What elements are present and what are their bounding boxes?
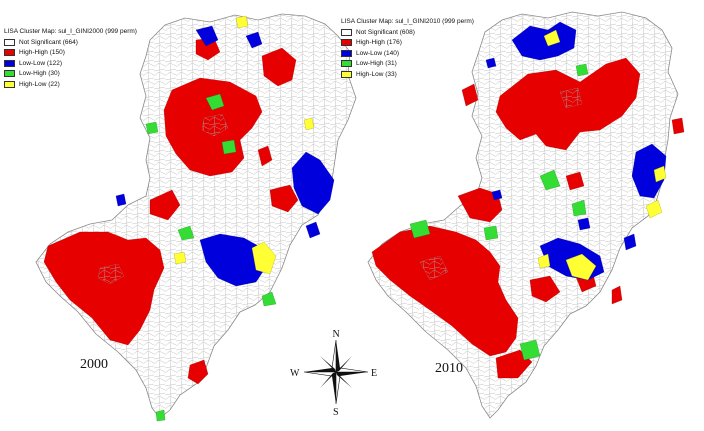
legend-item: High-Low (33) <box>341 69 474 80</box>
legend-label: High-Low (33) <box>356 70 397 78</box>
map-2010 <box>367 11 685 419</box>
swatch-low-low <box>4 59 15 67</box>
swatch-low-low <box>341 49 352 57</box>
legend-label: Not Significant (664) <box>19 38 78 46</box>
legend-item: Low-Low (140) <box>341 48 474 59</box>
compass-rose-icon: N S E W <box>290 329 377 418</box>
map-2000 <box>35 13 357 422</box>
high-low-clusters-2000 <box>173 15 315 275</box>
legend-2000: LISA Cluster Map: sul_I_GINI2000 (999 pe… <box>4 28 137 90</box>
legend-2010: LISA Cluster Map: sul_I_GINI2010 (999 pe… <box>341 18 474 80</box>
compass-w: W <box>290 368 300 379</box>
low-low-clusters-2000 <box>115 25 335 287</box>
swatch-high-high <box>341 39 352 47</box>
low-high-clusters-2000 <box>145 93 277 422</box>
legend-item: Not Significant (664) <box>4 37 137 48</box>
legend-label: Low-High (30) <box>19 70 60 78</box>
legend-label: Low-High (31) <box>356 60 397 68</box>
low-high-clusters-2010 <box>409 63 589 361</box>
legend-item: High-High (176) <box>341 38 474 49</box>
year-label-2000: 2000 <box>80 357 108 372</box>
swatch-not-significant <box>4 38 15 46</box>
legend-item: Low-High (30) <box>4 69 137 80</box>
legend-label: High-Low (22) <box>19 80 60 88</box>
legend-item: Low-Low (122) <box>4 58 137 69</box>
legend-item: High-Low (22) <box>4 79 137 90</box>
swatch-high-low <box>4 80 15 88</box>
compass-n: N <box>333 329 340 340</box>
swatch-low-high <box>4 70 15 78</box>
swatch-not-significant <box>341 28 352 36</box>
legend-label: Low-Low (122) <box>19 59 62 67</box>
high-low-clusters-2010 <box>537 29 667 281</box>
legend-item: High-High (150) <box>4 48 137 59</box>
swatch-low-high <box>341 60 352 68</box>
swatch-high-high <box>4 49 15 57</box>
legend-label: Low-Low (140) <box>356 49 399 57</box>
year-label-2010: 2010 <box>435 361 463 376</box>
legend-label: High-High (150) <box>19 49 65 57</box>
legend-label: Not Significant (608) <box>356 28 415 36</box>
compass-s: S <box>333 407 339 418</box>
legend-label: High-High (176) <box>356 39 402 47</box>
legend-item: Not Significant (608) <box>341 27 474 38</box>
swatch-high-low <box>341 70 352 78</box>
legend-title: LISA Cluster Map: sul_I_GINI2010 (999 pe… <box>341 18 474 25</box>
legend-item: Low-High (31) <box>341 59 474 70</box>
legend-title: LISA Cluster Map: sul_I_GINI2000 (999 pe… <box>4 28 137 35</box>
compass-e: E <box>371 368 377 379</box>
